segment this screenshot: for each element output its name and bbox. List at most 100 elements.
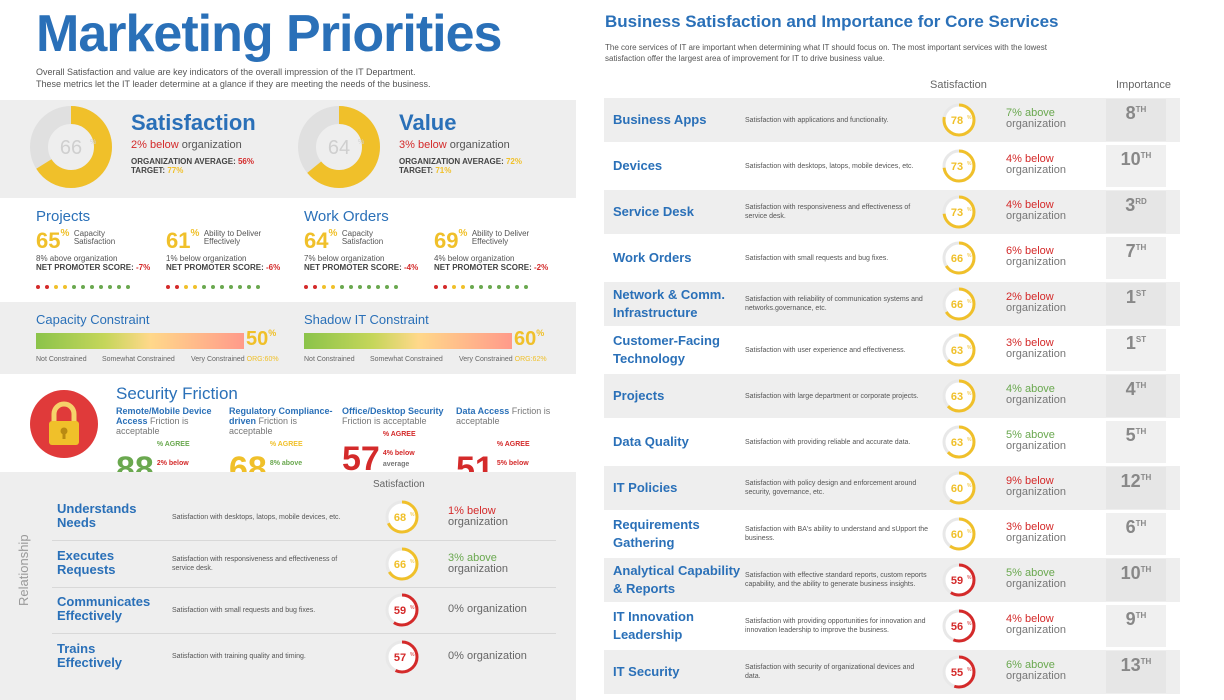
work-orders-metric-1: 64% Capacity Satisfaction 7% below organi… <box>304 228 432 294</box>
satisfaction-title: Satisfaction <box>131 110 256 135</box>
relationship-row: Communicates Effectively Satisfaction with… <box>0 587 576 633</box>
core-row-rank: 6TH <box>1106 513 1166 555</box>
core-row-desc: Satisfaction with effective standard rep… <box>745 572 927 588</box>
relationship-row-delta: 3% above organization <box>448 551 508 575</box>
satisfaction-gauge: 63% <box>942 425 976 459</box>
core-row-delta: 4% below organization <box>1006 153 1066 176</box>
svg-text:%: % <box>967 253 972 259</box>
core-row-title: IT Security <box>613 664 680 679</box>
gauge-arc <box>942 471 976 505</box>
core-row: Analytical Capability & Reports Satisfacti… <box>604 558 1180 602</box>
core-row: Network & Comm. Infrastructure Satisfactio… <box>604 282 1180 326</box>
gauge-arc <box>942 425 976 459</box>
satisfaction-gauge: 66% <box>385 547 419 580</box>
core-row-rank: 12TH <box>1106 467 1166 509</box>
security-title: Security Friction <box>116 384 238 403</box>
satisfaction-gauge: 60% <box>942 471 976 505</box>
core-row-desc: Satisfaction with security of organizati… <box>745 664 915 680</box>
gauge-value: 57 <box>394 652 406 664</box>
row-divider <box>52 633 556 634</box>
core-intro: The core services of IT are important wh… <box>605 43 1047 63</box>
core-row-delta: 4% above organization <box>1006 383 1066 406</box>
core-row-rank: 13TH <box>1106 651 1166 693</box>
core-row-desc: Satisfaction with responsiveness and eff… <box>745 204 911 220</box>
core-row-rank: 1ST <box>1106 283 1166 325</box>
core-row-title: Work Orders <box>613 250 692 265</box>
relationship-row-title: Executes Requests <box>57 547 116 577</box>
svg-text:%: % <box>967 391 972 397</box>
satisfaction-gauge: 56% <box>942 609 976 643</box>
core-row-rank: 10TH <box>1106 145 1166 187</box>
relationship-row-title: Communicates Effectively <box>57 594 151 623</box>
svg-text:%: % <box>410 652 415 658</box>
core-row-title: Customer-Facing Technology <box>613 333 720 366</box>
core-row-rank: 9TH <box>1106 605 1166 647</box>
relationship-row: Trains Effectively Satisfaction with train… <box>0 634 576 680</box>
core-row-delta: 6% above organization <box>1006 659 1066 682</box>
core-row-delta: 9% below organization <box>1006 475 1066 498</box>
core-row-desc: Satisfaction with providing opportunitie… <box>745 618 926 634</box>
core-row-desc: Satisfaction with user experience and ef… <box>745 346 906 354</box>
core-row: IT Policies Satisfaction with policy desi… <box>604 466 1180 510</box>
capacity-title: Capacity Constraint <box>36 312 150 327</box>
core-row-title: Service Desk <box>613 204 694 219</box>
gauge-arc <box>942 149 976 183</box>
satisfaction-gauge: 55% <box>942 655 976 689</box>
svg-text:%: % <box>90 139 96 146</box>
gauge-value: 59 <box>951 575 963 587</box>
core-row: Customer-Facing Technology Satisfaction wi… <box>604 328 1180 372</box>
core-row: Devices Satisfaction with desktops, latop… <box>604 144 1180 188</box>
row-divider <box>52 586 556 588</box>
relationship-col-satisfaction: Satisfaction <box>373 479 425 490</box>
value-title: Value <box>399 110 457 135</box>
relationship-row: Executes Requests Satisfaction with respon… <box>0 541 576 587</box>
gauge-value: 66 <box>394 559 406 571</box>
projects-metric-2: 61% Ability to Deliver Effectively 1% bel… <box>166 228 294 294</box>
core-row-rank: 5TH <box>1106 421 1166 463</box>
satisfaction-gauge: 73% <box>942 149 976 183</box>
core-row-delta: 4% below organization <box>1006 613 1066 636</box>
satisfaction-gauge: 73% <box>942 195 976 229</box>
svg-text:%: % <box>967 621 972 627</box>
core-row-delta: 5% above organization <box>1006 567 1066 590</box>
relationship-row-delta: 0% organization <box>448 649 527 662</box>
relationship-row-desc: Satisfaction with responsiveness and eff… <box>172 555 338 572</box>
core-row-rank: 4TH <box>1106 375 1166 417</box>
gauge-value: 68 <box>394 512 406 524</box>
svg-text:%: % <box>967 483 972 489</box>
gauge-value: 63 <box>951 391 963 403</box>
relationship-row-title: Understands Needs <box>57 501 137 530</box>
svg-text:%: % <box>967 345 972 351</box>
core-row-title: Devices <box>613 158 663 173</box>
core-row-desc: Satisfaction with small requests and bug… <box>745 254 889 262</box>
core-row: IT Security Satisfaction with security of… <box>604 650 1180 694</box>
svg-text:%: % <box>410 605 415 611</box>
satisfaction-gauge: 63% <box>942 379 976 413</box>
relationship-row-desc: Satisfaction with training quality and t… <box>172 653 306 660</box>
core-row-rank: 1ST <box>1106 329 1166 371</box>
core-row-title: Data Quality <box>613 434 689 449</box>
value-target: 71% <box>435 166 452 175</box>
gauge-value: 55 <box>951 667 963 679</box>
value-delta: 3% below <box>399 139 447 151</box>
core-row-delta: 5% above organization <box>1006 429 1066 452</box>
core-row-title: Business Apps <box>613 112 707 127</box>
projects-title: Projects <box>36 208 91 225</box>
satisfaction-gauge: 59% <box>942 563 976 597</box>
core-row-desc: Satisfaction with providing reliable and… <box>745 438 911 446</box>
row-divider <box>52 540 556 541</box>
gauge-arc <box>942 379 976 413</box>
satisfaction-target: 77% <box>167 166 184 175</box>
satisfaction-gauge: 78% <box>942 103 976 137</box>
capacity-bar <box>36 333 244 349</box>
core-row-title: Analytical Capability & Reports <box>613 563 741 596</box>
shadow-title: Shadow IT Constraint <box>304 312 429 327</box>
gauge-value: 66 <box>951 299 963 311</box>
relationship-row-delta: 0% organization <box>448 603 527 615</box>
core-row-rank: 7TH <box>1106 237 1166 279</box>
relationship-row-desc: Satisfaction with desktops, latops, mobi… <box>172 513 341 521</box>
relationship-row-desc: Satisfaction with small requests and bug… <box>172 606 316 614</box>
work-orders-title: Work Orders <box>304 208 389 225</box>
core-row-delta: 3% below organization <box>1006 521 1066 544</box>
core-row-desc: Satisfaction with policy design and enfo… <box>745 480 917 496</box>
